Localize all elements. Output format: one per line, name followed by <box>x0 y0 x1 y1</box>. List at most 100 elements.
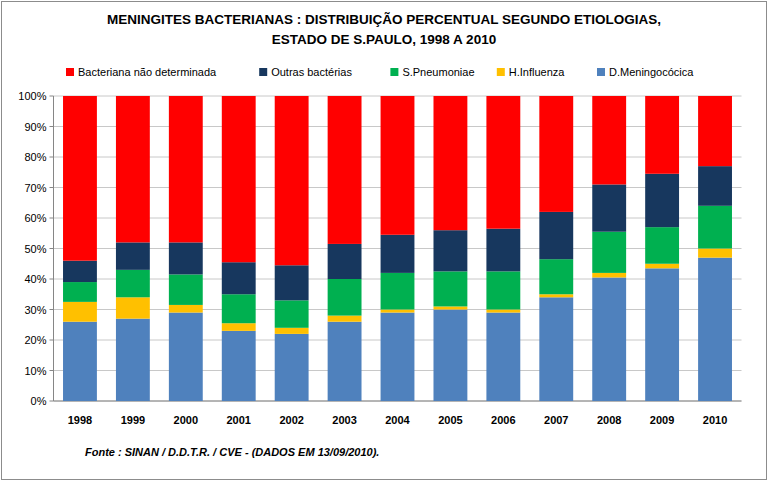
x-axis: 1998199920002001200220032004200520062007… <box>68 414 728 426</box>
title: MENINGITES BACTERIANAS : DISTRIBUIÇÃO PE… <box>107 12 661 27</box>
bar-segment <box>222 262 256 294</box>
bar-segment <box>328 279 362 316</box>
bar-segment <box>381 313 415 401</box>
x-tick-label: 2001 <box>226 414 250 426</box>
bar-segment <box>645 264 679 269</box>
bar-segment <box>486 313 520 401</box>
tick-mark <box>50 279 54 280</box>
bar-segment <box>275 334 309 401</box>
bar-segment <box>698 206 732 249</box>
x-tick-label: 1999 <box>121 414 145 426</box>
bar-segment <box>592 96 626 184</box>
y-tick-label: 20% <box>24 334 46 346</box>
bar-segment <box>63 302 97 322</box>
legend-swatch <box>259 68 267 76</box>
x-tick-label: 2000 <box>174 414 198 426</box>
bar-segment <box>645 96 679 174</box>
bar-segment <box>539 294 573 297</box>
chart: MENINGITES BACTERIANAS : DISTRIBUIÇÃO PE… <box>0 0 768 481</box>
x-tick-label: 2004 <box>385 414 410 426</box>
tick-mark <box>50 157 54 158</box>
x-tick-label: 2005 <box>438 414 462 426</box>
bar-segment <box>116 96 150 242</box>
bar-segment <box>222 96 256 262</box>
bar-segment <box>381 310 415 313</box>
bar-segment <box>645 174 679 227</box>
bar-segment <box>169 305 203 313</box>
bar-segment <box>116 297 150 318</box>
bar-segment <box>592 232 626 273</box>
x-tick-label: 2008 <box>597 414 621 426</box>
bar-segment <box>539 96 573 212</box>
x-tick-label: 2006 <box>491 414 515 426</box>
bar-segment <box>328 244 362 279</box>
tick-mark <box>50 309 54 310</box>
y-tick-label: 100% <box>18 90 46 102</box>
bar-segment <box>433 271 467 306</box>
tick-mark <box>50 126 54 127</box>
legend-swatch <box>597 68 605 76</box>
bar-segment <box>592 277 626 401</box>
tick-mark <box>50 187 54 188</box>
bar-segment <box>169 313 203 401</box>
y-tick-label: 0% <box>31 395 47 407</box>
bar-segment <box>486 271 520 309</box>
y-tick-label: 90% <box>24 121 46 133</box>
bar-segment <box>381 273 415 310</box>
bar-segment <box>63 322 97 401</box>
bar-segment <box>433 310 467 402</box>
bars <box>63 96 732 401</box>
tick-mark <box>50 248 54 249</box>
legend-label: S.Pneumoniae <box>402 66 474 78</box>
legend-label: Bacteriana não determinada <box>78 66 217 78</box>
bar-segment <box>222 331 256 401</box>
bar-segment <box>63 282 97 302</box>
legend-label: D.Meningocócica <box>609 66 694 78</box>
legend-label: H.Influenza <box>509 66 566 78</box>
bar-segment <box>698 258 732 401</box>
y-tick-label: 30% <box>24 304 46 316</box>
chart-frame <box>2 2 767 480</box>
bar-segment <box>698 96 732 166</box>
bar-segment <box>486 229 520 272</box>
tick-mark <box>50 218 54 219</box>
grid <box>54 96 742 401</box>
tick-mark <box>50 401 54 402</box>
bar-segment <box>63 96 97 261</box>
bar-segment <box>486 96 520 229</box>
y-tick-label: 70% <box>24 182 46 194</box>
bar-segment <box>698 166 732 206</box>
x-tick-label: 2003 <box>332 414 356 426</box>
legend-swatch <box>66 68 74 76</box>
x-tick-label: 2010 <box>703 414 727 426</box>
x-tick-label: 2009 <box>650 414 674 426</box>
x-tick-label: 2002 <box>279 414 303 426</box>
bar-segment <box>275 265 309 300</box>
legend-swatch <box>390 68 398 76</box>
bar-segment <box>116 242 150 269</box>
y-tick-label: 10% <box>24 365 46 377</box>
legend-label: Outras bactérias <box>271 66 352 78</box>
bar-segment <box>116 319 150 401</box>
tick-mark <box>50 96 54 97</box>
bar-segment <box>381 96 415 235</box>
bar-segment <box>539 297 573 401</box>
bar-segment <box>433 230 467 271</box>
legend: Bacteriana não determinada Outras bactéri… <box>66 66 694 78</box>
bar-segment <box>592 184 626 231</box>
bar-segment <box>698 249 732 258</box>
bar-segment <box>169 274 203 305</box>
bar-segment <box>275 96 309 265</box>
bar-segment <box>645 268 679 401</box>
tick-mark <box>50 370 54 371</box>
bar-segment <box>222 323 256 331</box>
bar-segment <box>645 227 679 264</box>
y-tick-label: 80% <box>24 151 46 163</box>
subtitle: ESTADO DE S.PAULO, 1998 A 2010 <box>272 32 496 47</box>
tick-mark <box>50 340 54 341</box>
bar-segment <box>433 96 467 230</box>
x-tick-label: 1998 <box>68 414 92 426</box>
y-tick-label: 50% <box>24 243 46 255</box>
legend-swatch <box>497 68 505 76</box>
bar-segment <box>169 96 203 242</box>
